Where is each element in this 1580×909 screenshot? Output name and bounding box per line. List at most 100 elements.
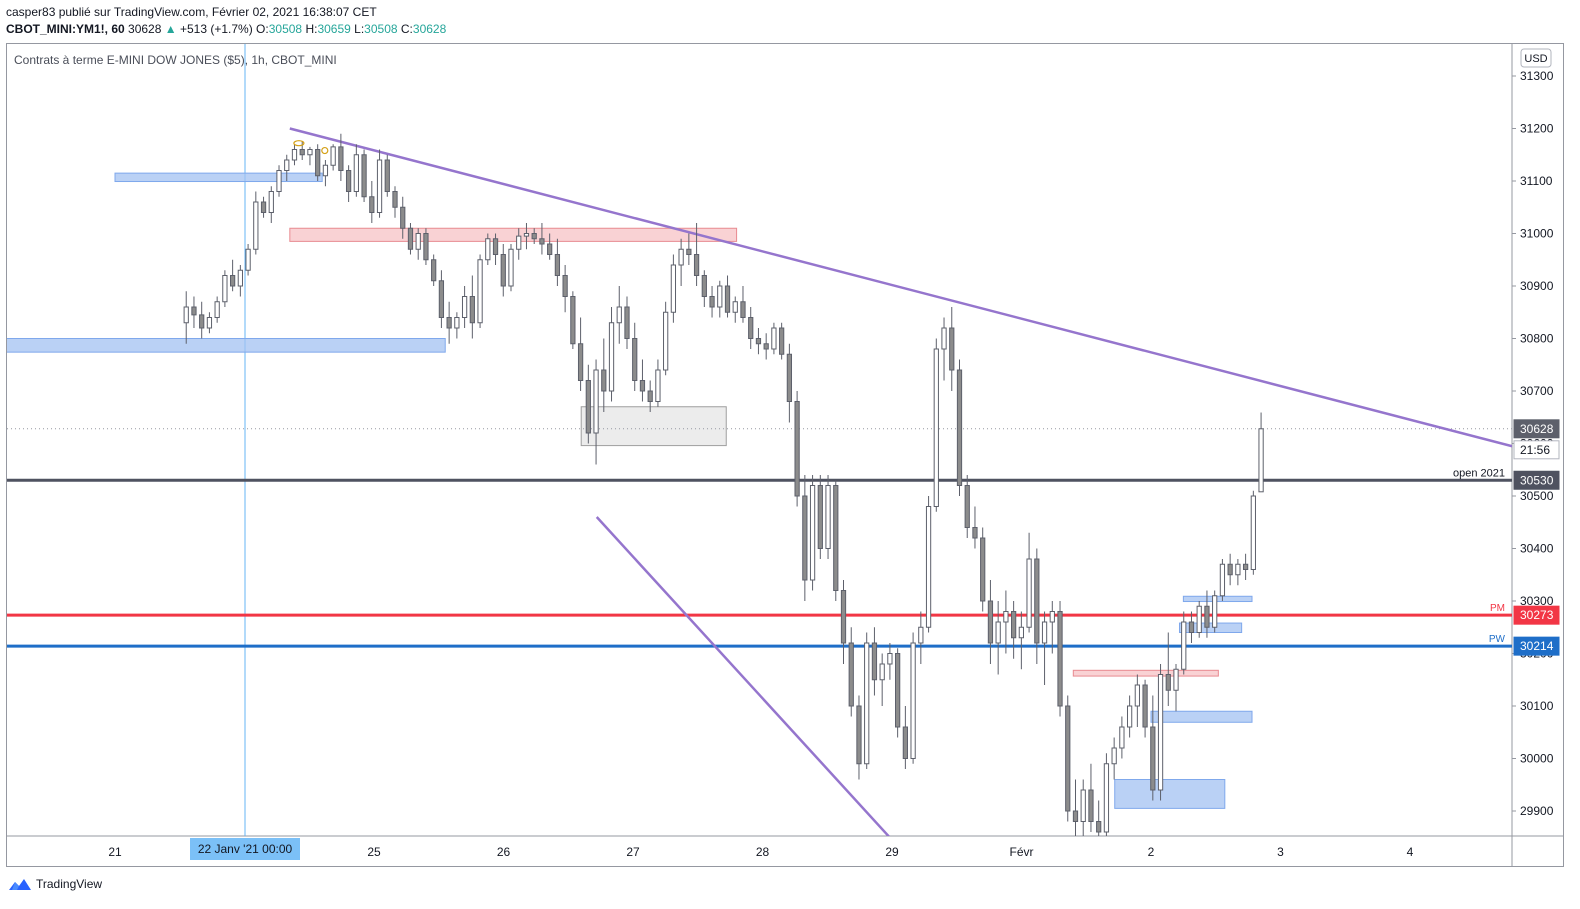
candle[interactable] <box>1103 753 1110 837</box>
zone-blue-8[interactable] <box>1114 779 1226 809</box>
candle[interactable] <box>477 254 483 329</box>
candle[interactable] <box>1096 800 1102 843</box>
candle[interactable] <box>972 506 978 549</box>
chart-frame[interactable] <box>6 43 1564 867</box>
candle[interactable] <box>492 233 499 266</box>
candle[interactable] <box>1057 601 1063 717</box>
candle[interactable] <box>732 296 738 323</box>
candle[interactable] <box>384 154 390 197</box>
candle[interactable] <box>469 275 475 339</box>
candle[interactable] <box>369 181 375 223</box>
candle[interactable] <box>423 228 429 265</box>
candle[interactable] <box>345 165 352 202</box>
candle[interactable] <box>353 144 359 197</box>
candle[interactable] <box>376 149 383 218</box>
candle[interactable] <box>1227 553 1233 586</box>
candle[interactable] <box>794 391 800 507</box>
candle[interactable] <box>755 328 762 355</box>
candle[interactable] <box>1196 601 1202 638</box>
candle[interactable] <box>361 149 367 203</box>
candle[interactable] <box>833 480 839 601</box>
candle[interactable] <box>748 307 754 349</box>
candle[interactable] <box>260 196 267 218</box>
candle[interactable] <box>508 244 514 292</box>
candle[interactable] <box>786 343 793 423</box>
candle[interactable] <box>693 223 700 286</box>
zone-blue-6[interactable] <box>1178 622 1243 633</box>
candle[interactable] <box>516 228 522 260</box>
candle[interactable] <box>1134 674 1140 728</box>
candle[interactable] <box>809 475 816 591</box>
candle[interactable] <box>949 307 955 391</box>
candle[interactable] <box>407 223 414 255</box>
candle[interactable] <box>709 286 715 318</box>
candle[interactable] <box>1034 548 1040 665</box>
candle[interactable] <box>562 265 568 313</box>
candle[interactable] <box>825 475 831 559</box>
candle[interactable] <box>307 146 313 166</box>
zone-blue-7[interactable] <box>1150 710 1253 723</box>
candle[interactable] <box>570 291 576 349</box>
candle[interactable] <box>1026 532 1032 633</box>
symbol-name[interactable]: CBOT_MINI:YM1!, 60 <box>6 22 125 36</box>
candle[interactable] <box>229 259 236 292</box>
candle[interactable] <box>1258 412 1264 493</box>
candle[interactable] <box>601 338 607 413</box>
candle[interactable] <box>624 296 630 350</box>
candle[interactable] <box>941 317 947 381</box>
candle[interactable] <box>670 254 677 323</box>
candle[interactable] <box>848 627 854 717</box>
candle[interactable] <box>1041 611 1048 686</box>
candle[interactable] <box>887 643 893 680</box>
currency-badge[interactable]: USD <box>1520 48 1552 68</box>
candle[interactable] <box>1242 553 1249 580</box>
candle[interactable] <box>222 270 228 307</box>
candle[interactable] <box>1188 611 1195 644</box>
candle[interactable] <box>338 133 344 181</box>
candle[interactable] <box>577 317 584 392</box>
candle[interactable] <box>802 475 808 601</box>
candle[interactable] <box>199 301 205 339</box>
candle[interactable] <box>616 286 622 344</box>
zone-gray-3[interactable] <box>580 406 727 447</box>
candle[interactable] <box>1088 763 1094 832</box>
candle[interactable] <box>701 270 707 307</box>
candle[interactable] <box>1049 601 1055 654</box>
candle[interactable] <box>547 233 553 260</box>
candle[interactable] <box>871 627 878 696</box>
candle[interactable] <box>902 706 908 769</box>
candle[interactable] <box>454 312 460 339</box>
candle[interactable] <box>523 223 530 250</box>
candle[interactable] <box>910 632 916 764</box>
candle[interactable] <box>632 322 638 391</box>
candle[interactable] <box>322 160 329 187</box>
candle[interactable] <box>485 233 491 266</box>
candle[interactable] <box>995 601 1001 675</box>
candle[interactable] <box>717 280 723 318</box>
candle[interactable] <box>1250 490 1256 575</box>
candle[interactable] <box>531 228 537 244</box>
candle[interactable] <box>1065 695 1071 822</box>
candle[interactable] <box>980 527 986 612</box>
candle[interactable] <box>678 238 684 286</box>
tradingview-logo[interactable]: TradingView <box>8 875 102 893</box>
candle[interactable] <box>1018 611 1024 670</box>
candle[interactable] <box>1219 559 1226 601</box>
candle[interactable] <box>268 186 274 223</box>
candle[interactable] <box>639 359 646 402</box>
candle[interactable] <box>585 364 591 444</box>
candle[interactable] <box>276 165 282 197</box>
candle[interactable] <box>1165 632 1171 707</box>
candle[interactable] <box>284 154 290 181</box>
candle[interactable] <box>964 475 970 538</box>
candle[interactable] <box>461 286 468 328</box>
trendline-1[interactable] <box>289 127 1580 481</box>
candle[interactable] <box>879 653 885 707</box>
candle[interactable] <box>771 322 777 355</box>
candle[interactable] <box>740 286 746 323</box>
candle[interactable] <box>933 338 939 512</box>
candle[interactable] <box>593 359 599 465</box>
candle[interactable] <box>655 359 661 407</box>
candle[interactable] <box>956 359 963 497</box>
